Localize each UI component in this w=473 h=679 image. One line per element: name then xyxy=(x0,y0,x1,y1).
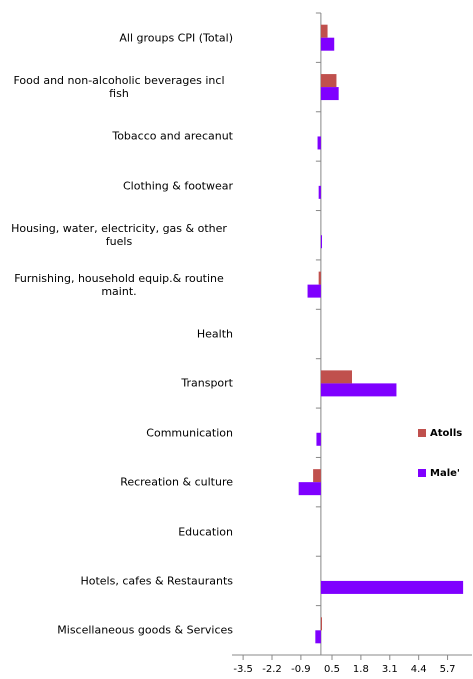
x-tick-label: 4.4 xyxy=(411,664,427,675)
bar xyxy=(315,630,321,644)
category-text: Furnishing, household equip.& routine ma… xyxy=(14,271,224,298)
category-label: Transport xyxy=(0,377,233,390)
bar xyxy=(318,185,321,199)
legend-swatch xyxy=(418,429,426,437)
bar xyxy=(316,432,321,446)
category-text: Clothing & footwear xyxy=(122,179,233,193)
bar xyxy=(320,370,352,384)
bar xyxy=(317,136,321,150)
bar xyxy=(320,617,322,631)
x-tick-label: -0.9 xyxy=(291,664,311,675)
bar xyxy=(320,87,339,101)
legend-label: Atolls xyxy=(430,428,462,439)
bar xyxy=(307,284,321,298)
bar xyxy=(320,580,464,594)
category-text: Education xyxy=(178,525,233,539)
category-text: Hotels, cafes & Restaurants xyxy=(80,574,233,588)
x-tick-label: 3.1 xyxy=(382,664,398,675)
x-tick-label: 0.5 xyxy=(324,664,340,675)
x-tick-label: -2.2 xyxy=(262,664,282,675)
category-label: Health xyxy=(0,328,233,341)
category-text: Food and non-alcoholic beverages incl fi… xyxy=(13,74,225,101)
category-label: All groups CPI (Total) xyxy=(0,31,233,44)
category-label: Communication xyxy=(0,426,233,439)
category-label: Hotels, cafes & Restaurants xyxy=(0,574,233,587)
category-label: Miscellaneous goods & Services xyxy=(0,624,233,637)
category-text: All groups CPI (Total) xyxy=(119,31,233,45)
x-tick-label: -3.5 xyxy=(233,664,253,675)
legend-label: Male' xyxy=(430,468,460,479)
category-text: Communication xyxy=(146,426,233,440)
bar xyxy=(320,235,322,249)
bar xyxy=(320,37,335,51)
x-tick-label: 1.8 xyxy=(353,664,369,675)
category-text: Tobacco and arecanut xyxy=(112,129,233,143)
category-label: Housing, water, electricity, gas & other… xyxy=(0,222,233,248)
bar xyxy=(320,24,328,38)
category-label: Education xyxy=(0,525,233,538)
bar xyxy=(313,469,321,483)
legend-swatch xyxy=(418,469,426,477)
category-label: Furnishing, household equip.& routine ma… xyxy=(0,272,233,298)
category-label: Recreation & culture xyxy=(0,476,233,489)
category-text: Housing, water, electricity, gas & other… xyxy=(11,222,227,249)
category-label: Tobacco and arecanut xyxy=(0,130,233,143)
bar xyxy=(320,74,337,88)
category-label: Food and non-alcoholic beverages incl fi… xyxy=(0,74,233,100)
category-label: Clothing & footwear xyxy=(0,179,233,192)
category-text: Miscellaneous goods & Services xyxy=(57,623,233,637)
category-text: Health xyxy=(196,327,233,341)
category-text: Recreation & culture xyxy=(120,475,233,489)
category-text: Transport xyxy=(181,376,233,390)
bar xyxy=(298,482,321,496)
bar xyxy=(320,383,397,397)
bar xyxy=(318,271,321,285)
x-tick-label: 5.7 xyxy=(440,664,456,675)
